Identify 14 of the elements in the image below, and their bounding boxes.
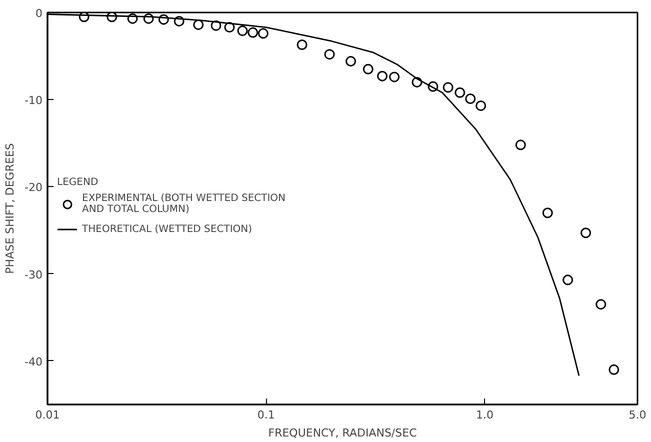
x-tick-label: 0.1 bbox=[257, 408, 275, 422]
y-tick-label: -20 bbox=[24, 181, 42, 194]
legend-label: EXPERIMENTAL (BOTH WETTED SECTION AND TOTAL COLUMN) bbox=[82, 193, 286, 215]
y-tick-label: -10 bbox=[24, 94, 42, 108]
legend-title: LEGEND bbox=[57, 177, 100, 188]
y-tick-label: -30 bbox=[24, 268, 42, 282]
y-axis-title: PHASE SHIFT, DEGREES bbox=[4, 143, 17, 274]
y-tick-label: -40 bbox=[24, 355, 42, 368]
x-axis-title: FREQUENCY, RADIANS/SEC bbox=[268, 426, 418, 440]
y-tick-label: 0 bbox=[36, 7, 42, 20]
x-tick-label: 0.01 bbox=[35, 408, 60, 422]
x-tick-label: 5.0 bbox=[628, 408, 646, 422]
legend-label: THEORETICAL (WETTED SECTION) bbox=[82, 224, 252, 234]
x-tick-label: 1.0 bbox=[476, 408, 494, 422]
